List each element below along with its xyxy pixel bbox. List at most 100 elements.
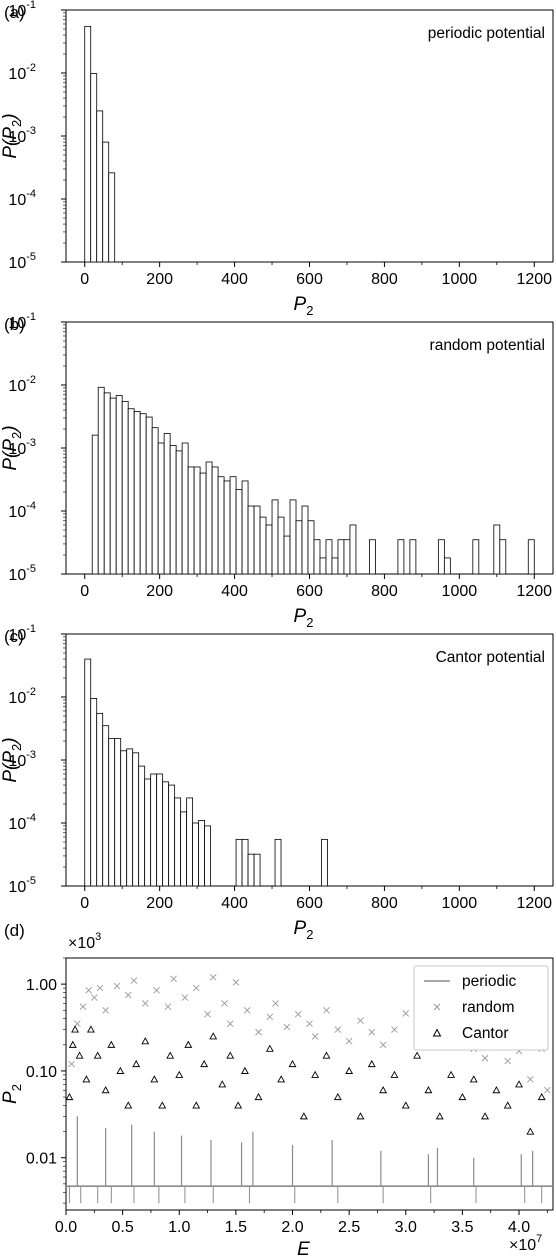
series-periodic [66,1116,553,1204]
cantor-point [86,1025,95,1033]
x-tick-label: 0.5 [112,1219,134,1236]
histogram-bar [289,499,297,575]
panel-b: 0 200 400 600 800 1000 1200 10-5 10-4 10-3 10-2 10-… [0,311,554,630]
cantor-point [492,1086,501,1094]
random-point [130,977,138,984]
histogram-bar [527,539,535,575]
histogram-bar [205,461,213,575]
random-point [481,1054,489,1062]
panel-annotation: random potential [430,337,545,354]
histogram-bar [325,539,333,575]
histogram-bar [198,819,206,887]
histogram-bar [223,480,231,575]
histogram-bar [156,773,164,887]
x-axis-label: P2 [294,918,314,942]
y-tick-label: 10-2 [8,686,36,707]
cantor-point [158,1101,167,1109]
histogram-bar [443,557,451,575]
histogram-bar [180,811,188,887]
x-tick-label: 800 [371,583,398,600]
histogram-bar [369,539,376,575]
cantor-point [367,1059,376,1068]
cantor-point [311,1070,320,1078]
cantor-point [379,1086,388,1094]
y-axis-label: P2 [0,1084,24,1104]
histogram-bar [84,25,92,263]
random-point [74,1020,81,1028]
panel-a: 0 200 400 600 800 1000 1200 10-5 10-4 10-3 10-2 10-… [0,0,554,318]
cantor-point [254,1092,263,1101]
cantor-point [356,1112,365,1120]
histogram-bar [321,838,328,887]
cantor-point [413,1051,422,1059]
histogram-bar [186,797,194,887]
cantor-point [93,1051,102,1059]
x-tick-label: 2.0 [281,1219,303,1236]
x-tick-label: 600 [296,583,323,600]
panel-label: (a) [4,3,25,22]
histogram-bar [163,433,171,575]
plot-frame [65,9,554,263]
histogram-bar [397,539,405,575]
cantor-point [240,1066,249,1074]
cantor-point [265,1044,274,1052]
x-tick-label: 1000 [442,271,478,288]
random-point [79,1003,87,1010]
random-point [96,984,104,992]
histogram-bar [168,784,176,887]
histogram-bar [138,765,146,887]
random-point [368,1028,376,1036]
cantor-point [141,1037,150,1045]
histogram-bar [133,411,141,575]
x-tick-label: 4.0 [508,1219,530,1236]
panel-c: 0 200 400 600 800 1000 1200 10-5 10-4 10-3 10-2 10-… [0,623,554,942]
y-axis-label: P(P2) [0,737,24,782]
histogram-bar [114,738,122,887]
y-tick-label: 10-3 [8,125,36,146]
histogram-bar [174,797,182,887]
histogram-bar [241,480,249,575]
histogram-bar [150,773,158,887]
y-tick-label: 10-2 [8,62,36,83]
random-point [323,1006,330,1014]
random-point [311,1033,319,1040]
y-tick-label: 10-3 [8,749,36,770]
x-axis-label: P2 [294,606,314,630]
histogram-bar [337,539,345,575]
histogram-bar [193,466,201,575]
cantor-point [234,1101,243,1109]
legend-box [413,965,549,1051]
cantor-point [68,1040,77,1048]
random-point [334,1026,342,1033]
histogram-bar [331,557,339,575]
x-tick-label: 0 [80,271,89,288]
legend-swatch-random [433,1003,441,1011]
random-point [181,994,189,1001]
y-tick-label: 10-3 [8,437,36,458]
histogram-bar [91,434,99,575]
histogram-bar [181,442,189,575]
random-point [164,1003,172,1010]
histogram-bars [84,25,116,263]
histogram-bar [307,520,315,575]
x-axis-multiplier: ×107 [509,1233,542,1254]
histogram-bar [229,476,237,575]
random-point [255,1028,262,1036]
panel-annotation: periodic potential [428,25,545,42]
y-tick-label: 10-4 [8,500,36,521]
y-tick-label: 10-5 [8,251,36,272]
cantor-point [481,1112,490,1120]
x-tick-label: 3.0 [395,1219,417,1236]
cantor-point [424,1086,433,1094]
histogram-bar [199,472,207,575]
histogram-bar [343,539,351,575]
random-point [306,1020,313,1028]
cantor-point [218,1080,227,1088]
y-tick-label: 10-5 [8,563,36,584]
histogram-bar [259,516,267,575]
cantor-point [82,1075,91,1083]
histogram-bar [472,539,480,575]
histogram-bar [162,781,170,887]
histogram-bar [247,505,255,575]
